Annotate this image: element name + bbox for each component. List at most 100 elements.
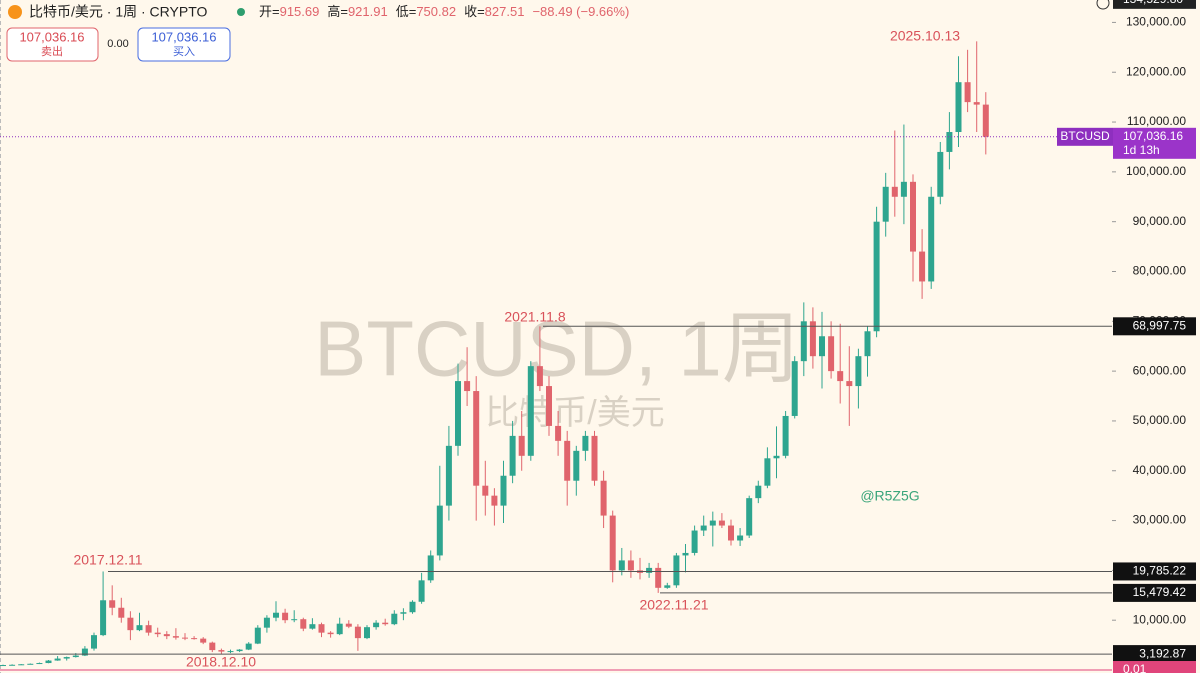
y-tick-label: 110,000.00 [1127,114,1186,128]
candle-body [673,555,680,586]
date-annotation: 2017.12.11 [73,552,142,568]
level-tag-text: 19,785.22 [1133,564,1187,578]
candle-body [263,617,270,628]
plot [0,41,989,667]
candle-body [500,475,507,506]
candle-body [600,480,607,516]
candle-body [273,612,279,618]
buy-button[interactable] [137,27,231,62]
ohlc-label: 高= [327,4,348,19]
candle-body [809,321,816,357]
candle-body [282,612,289,621]
candle-body [864,331,871,357]
y-tick-label: 10,000.00 [1133,612,1187,626]
candle-body [427,555,434,581]
candle-body [737,535,744,541]
status-dot [237,8,245,16]
candle-body [291,619,298,621]
candle-body [182,637,188,639]
candle-body [409,601,416,613]
ohlc-value: 827.51 [485,4,525,19]
candle-body [773,455,780,459]
candle-body [573,450,580,481]
watermark: BTCUSD, 1周 [314,305,799,393]
price-tag-text: 107,036.16 [1123,129,1183,143]
candle-body [327,632,334,635]
date-annotation: 2021.11.8 [504,309,565,325]
candle-body [455,381,461,446]
candle-body [518,435,525,456]
y-tick-label: 60,000.00 [1133,363,1187,377]
symbol-tag [1057,127,1113,146]
y-tick-label: 130,000.00 [1126,15,1186,29]
level-tag [1113,562,1196,581]
settings-icon[interactable] [1096,0,1110,10]
coin-icon [8,5,22,19]
candle-body [54,658,61,661]
candle-body [955,82,962,133]
candle-body [527,366,534,456]
price-tag [1113,127,1196,159]
candle-body [482,485,489,496]
candle-body [664,585,671,588]
y-tick-label: 120,000.00 [1126,64,1186,78]
countdown: 1d 13h [1123,143,1160,157]
range-tag-text: 134,529.80 [1123,0,1183,6]
spread: 0.00 [107,38,128,50]
candle-body [846,381,853,387]
candle-body [364,627,370,639]
credit: @R5Z5G [860,488,919,504]
candle-body [191,638,198,640]
candle-body [382,622,389,625]
candle-body [445,445,452,506]
candle-body [855,356,862,387]
candle-body [536,366,543,387]
sell-button[interactable] [6,27,99,62]
candle-body [546,386,552,426]
range-tag [1113,0,1196,9]
level-tag-text: 3,192.87 [1139,646,1186,660]
level-tag-text: 68,997.75 [1133,318,1187,332]
candle-body [464,381,471,392]
candle-body [919,251,926,282]
level-tag-text: 15,479.42 [1133,585,1187,599]
ohlc-value: 921.91 [348,4,388,19]
candle-body [891,186,898,197]
level-tag [1113,317,1196,336]
candle-body [564,440,571,481]
candle-body [345,623,352,627]
candle-body [63,657,70,659]
candle-body [109,600,116,608]
candle-body [245,643,252,650]
candle-body [791,361,798,416]
buy-price[interactable]: 107,036.16 [151,29,216,44]
sell-label[interactable]: 卖出 [41,44,63,58]
candle-body [154,632,161,635]
ohlc-value: 750.82 [416,4,456,19]
candle-body [236,649,243,652]
candle-body [45,660,52,664]
candle-body [591,435,598,481]
candle-body [209,642,216,651]
watermark-sub: 比特币/美元 [485,394,664,432]
candle-body [709,520,716,526]
candle-body [982,104,989,137]
range-tag-text: 0.01 [1123,662,1147,673]
candle-body [782,415,789,456]
candle-body [391,613,398,625]
candle-body [582,435,589,451]
candle-body [172,636,179,638]
candle-body [828,336,835,372]
candle-body [300,619,307,629]
candle-body [436,505,443,556]
candle-body [354,626,361,639]
buy-label[interactable]: 买入 [173,45,195,58]
ohlc-label: 低= [396,4,417,19]
date-annotation: 2018.12.10 [186,654,256,670]
candle-body [118,607,125,618]
candle-body [18,664,25,666]
symbol-title: 比特币/美元 · 1周 · CRYPTO [29,4,208,20]
sell-price[interactable]: 107,036.16 [19,29,84,44]
